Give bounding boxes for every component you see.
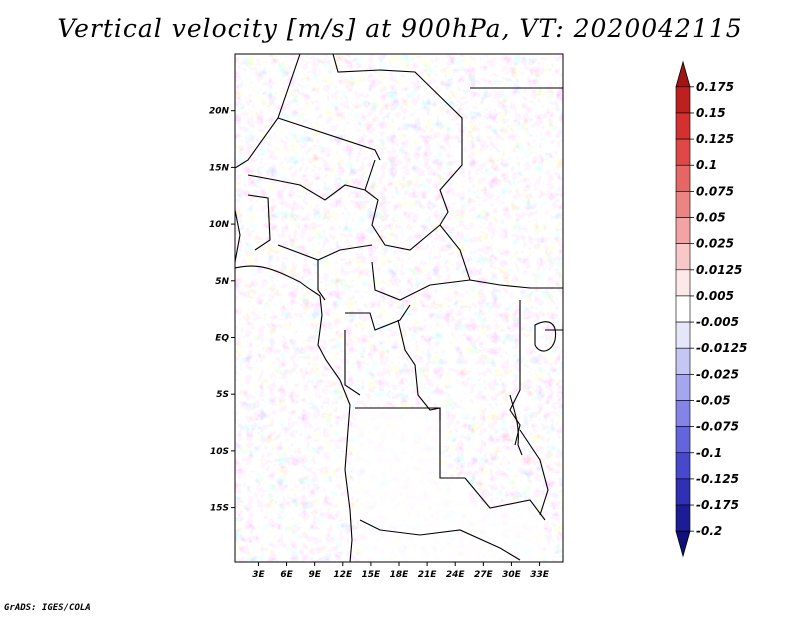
lon-tick-label: 18E [390, 570, 410, 580]
lon-tick-label: 33E [530, 570, 550, 580]
colorbar-swatch [675, 478, 691, 506]
longitude-axis: 3E 6E 9E 12E 15E 18E 21E 24E 27E 30E 33E [252, 562, 550, 580]
lat-tick-label: 10N [209, 220, 230, 230]
colorbar-swatch [675, 321, 691, 349]
colorbar-swatch [675, 295, 691, 323]
colorbar-label: -0.175 [696, 498, 739, 512]
lat-tick-label: 5S [216, 390, 229, 400]
lat-tick-label: EQ [215, 333, 229, 343]
colorbar-swatch [675, 164, 691, 192]
colorbar-swatch [675, 347, 691, 375]
colorbar-label: -0.025 [696, 367, 739, 381]
colorbar-label: -0.075 [696, 420, 739, 434]
colorbar-swatch [675, 112, 691, 140]
colorbar-swatch [675, 191, 691, 218]
lon-tick-label: 21E [418, 570, 438, 580]
vertical-velocity-field [235, 54, 563, 562]
colorbar-swatch [675, 374, 691, 401]
colorbar-swatch [675, 426, 691, 454]
colorbar-label: 0.025 [696, 237, 734, 251]
grads-credit: GrADS: IGES/COLA [4, 603, 91, 613]
colorbar-label: -0.2 [696, 524, 722, 538]
colorbar-swatch [675, 452, 691, 480]
country-borders [235, 54, 563, 562]
lat-tick-label: 10S [210, 447, 229, 457]
latitude-axis: 20N 15N 10N 5N EQ 5S 10S 15S [209, 107, 235, 514]
colorbar-swatch [675, 269, 691, 297]
lon-tick-label: 3E [252, 570, 265, 580]
lon-tick-label: 24E [446, 570, 466, 580]
lon-tick-label: 12E [333, 570, 353, 580]
lon-tick-label: 30E [502, 570, 522, 580]
lat-tick-label: 5N [215, 277, 229, 287]
colorbar-label: 0.075 [696, 184, 734, 198]
colorbar-bottom-arrow [675, 530, 691, 558]
smooth-field-region [352, 408, 545, 562]
lat-tick-label: 15N [209, 163, 230, 173]
colorbar-label: 0.1 [696, 158, 717, 172]
colorbar-label: 0.15 [696, 106, 726, 120]
colorbar-swatch [675, 138, 691, 166]
colorbar-swatch [675, 86, 691, 114]
colorbar-label: -0.1 [696, 446, 722, 460]
colorbar-top-arrow [675, 60, 691, 88]
colorbar-swatch [675, 243, 691, 271]
colorbar-swatch [675, 400, 691, 427]
colorbar-label: 0.0125 [696, 263, 742, 277]
colorbar-swatch [675, 217, 691, 244]
colorbar-label: -0.005 [696, 315, 739, 329]
colorbar-label: -0.0125 [696, 341, 747, 355]
lat-tick-label: 20N [209, 107, 230, 117]
colorbar-label: 0.005 [696, 289, 734, 303]
lon-tick-label: 6E [280, 570, 293, 580]
colorbar: 0.175 0.15 0.125 0.1 0.075 0.05 0.025 0.0125 0.0… [675, 60, 747, 558]
colorbar-label: 0.175 [696, 80, 734, 94]
lon-tick-label: 15E [362, 570, 382, 580]
colorbar-label: -0.125 [696, 472, 739, 486]
colorbar-label: 0.05 [696, 211, 726, 225]
colorbar-label: 0.125 [696, 132, 734, 146]
lon-tick-label: 27E [474, 570, 494, 580]
lat-tick-label: 15S [210, 504, 229, 514]
lon-tick-label: 9E [308, 570, 321, 580]
colorbar-swatch [675, 504, 691, 532]
map-title: Vertical velocity [m/s] at 900hPa, VT: 2… [57, 14, 743, 43]
map-figure: 20N 15N 10N 5N EQ 5S 10S 15S 3E 6E 9E 12E 15E 18E 21E… [209, 53, 747, 580]
colorbar-label: -0.05 [696, 393, 731, 407]
